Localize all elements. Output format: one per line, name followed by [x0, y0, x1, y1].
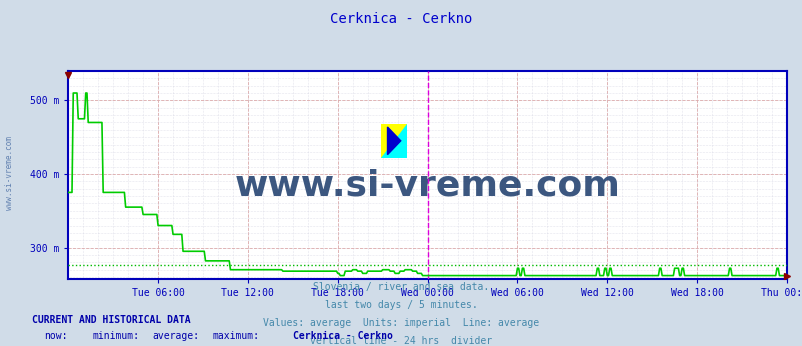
Text: CURRENT AND HISTORICAL DATA: CURRENT AND HISTORICAL DATA — [32, 315, 191, 325]
Text: Values: average  Units: imperial  Line: average: Values: average Units: imperial Line: av… — [263, 318, 539, 328]
Text: Cerknica - Cerkno: Cerknica - Cerkno — [293, 331, 392, 342]
Text: now:: now: — [44, 331, 67, 342]
Polygon shape — [380, 124, 407, 158]
Text: minimum:: minimum: — [92, 331, 140, 342]
Text: Slovenia / river and sea data.: Slovenia / river and sea data. — [313, 282, 489, 292]
Polygon shape — [387, 127, 400, 155]
Text: Cerknica - Cerkno: Cerknica - Cerkno — [330, 12, 472, 26]
Polygon shape — [380, 124, 407, 158]
Text: maximum:: maximum: — [213, 331, 260, 342]
Text: www.si-vreme.com: www.si-vreme.com — [234, 168, 620, 202]
Text: vertical line - 24 hrs  divider: vertical line - 24 hrs divider — [310, 336, 492, 346]
Text: www.si-vreme.com: www.si-vreme.com — [5, 136, 14, 210]
Text: average:: average: — [152, 331, 200, 342]
Text: last two days / 5 minutes.: last two days / 5 minutes. — [325, 300, 477, 310]
